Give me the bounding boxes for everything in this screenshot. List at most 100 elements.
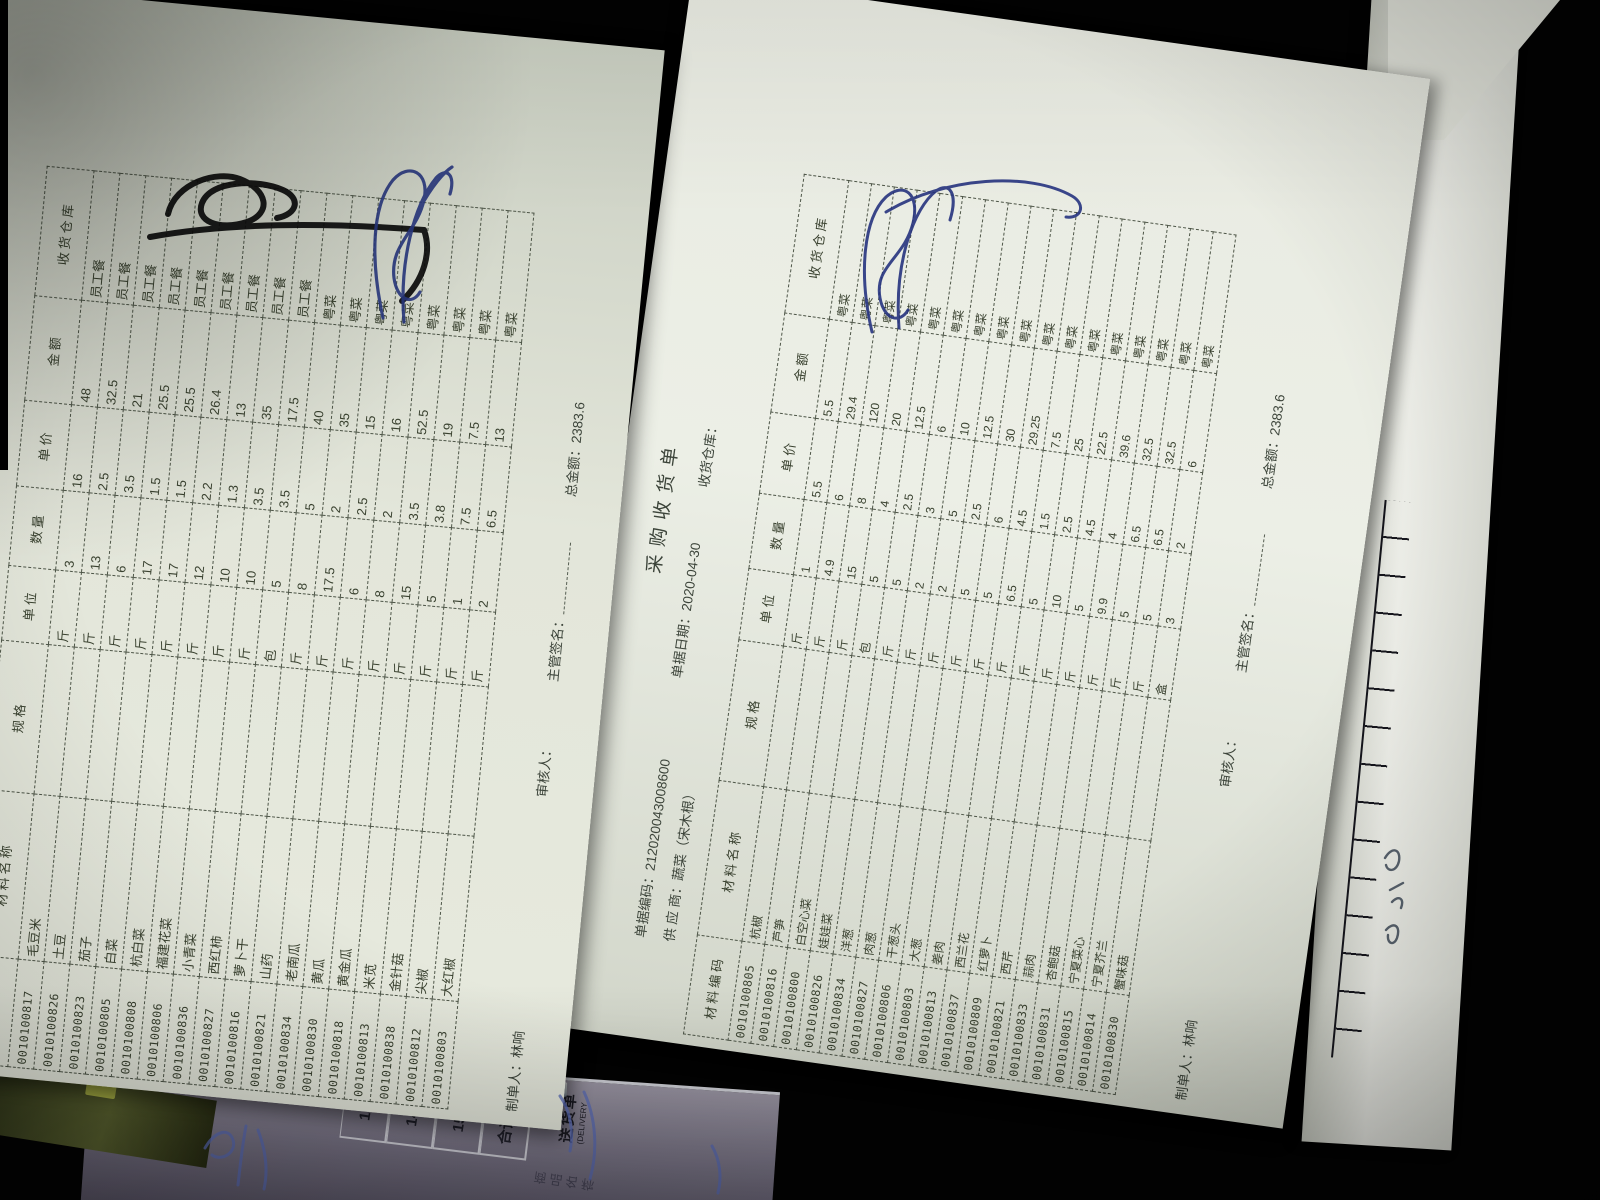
cell-material-name: 茄子	[69, 798, 112, 967]
cell-unit: 斤	[203, 584, 237, 663]
signature-line	[551, 541, 572, 615]
cell-quantity: 17	[159, 500, 193, 583]
cell-amount: 7.5	[459, 337, 496, 445]
cell-unit-price: 6.5	[477, 444, 512, 533]
cell-material-name: 大红椒	[432, 833, 474, 1002]
cell-spec	[396, 679, 437, 832]
cell-unit-price: 3.5	[270, 424, 305, 513]
cell-unit-price: 1.5	[166, 414, 201, 503]
cell-warehouse: 粤菜	[392, 200, 431, 333]
cell-material-code: 0010100816	[214, 979, 252, 1090]
cell-unit-price: 5	[296, 427, 331, 516]
cell-material-code: 0010100838	[370, 994, 407, 1105]
cell-unit: 斤	[74, 572, 108, 650]
col-header-material-code: 材料编码	[0, 954, 19, 1067]
col-header-warehouse: 收货仓库	[34, 166, 95, 301]
cell-material-code: 0010100806	[137, 971, 174, 1082]
maker-field: 制单人：林响	[1173, 1019, 1200, 1102]
cell-unit-price: 2.2	[192, 417, 227, 506]
signature-line	[1242, 533, 1266, 607]
cell-spec	[318, 671, 359, 824]
cell-quantity: 5	[262, 510, 297, 593]
cell-material-name: 黄金瓜	[328, 823, 371, 992]
table-row: 0010100816 萝卜干 包 5 3.5 17.5 员工餐	[214, 190, 327, 1090]
cell-warehouse: 粤菜	[418, 203, 457, 336]
table-row: 0010100826 土豆 斤 13 2.5 32.5 员工餐	[33, 173, 146, 1072]
cell-amount: 26.4	[200, 312, 237, 420]
cell-material-code: 0010100830	[292, 986, 329, 1097]
cell-amount: 25.5	[149, 307, 186, 415]
cell-amount: 35	[330, 325, 367, 433]
cell-material-code: 0010100808	[111, 969, 148, 1080]
cell-amount: 16	[382, 330, 419, 438]
cell-spec	[266, 667, 308, 819]
cell-warehouse: 员工餐	[262, 188, 302, 321]
cell-amount: 32.5	[97, 302, 134, 410]
cell-material-name: 小青菜	[173, 808, 216, 977]
cell-material-name: 尖椒	[406, 831, 449, 1000]
cell-material-code: 0010100805	[85, 966, 122, 1077]
cell-warehouse: 粤菜	[314, 193, 353, 326]
cell-amount: 35	[252, 317, 289, 425]
table-row: 0010100803 大红椒 斤 2 6.5 13 粤菜	[421, 210, 534, 1109]
cell-amount: 13	[485, 340, 522, 448]
cell-unit: 斤	[384, 602, 418, 680]
cell-amount: 19	[433, 335, 470, 443]
cell-warehouse: 粤菜	[443, 205, 483, 338]
cell-quantity: 2	[469, 530, 504, 613]
col-header-amount: 金额	[24, 295, 82, 405]
cell-spec	[448, 684, 489, 837]
col-header-unit-price: 单价	[16, 400, 72, 491]
table-row: 0010100838 金针菇 斤 5 3.8 19 粤菜	[370, 205, 483, 1105]
cell-quantity: 3	[55, 490, 90, 573]
cell-spec	[370, 676, 411, 829]
cell-spec	[215, 662, 256, 814]
receipt-page-1: 材料编码 材料名称 规格 单位 数量 单价 金额 收货仓库 0010100817	[0, 0, 665, 1131]
cell-material-name: 毛豆米	[18, 793, 60, 962]
cell-quantity: 6	[340, 517, 374, 600]
total-amount-field: 总金额：2383.6	[1259, 393, 1288, 490]
cell-amount: 40	[304, 322, 341, 430]
cell-amount: 13	[226, 315, 263, 423]
col-header-material-name: 材料名称	[0, 789, 35, 960]
cell-unit: 斤	[410, 604, 444, 682]
table-row: 0010100817 毛豆米 斤 3 16 48 员工餐	[7, 170, 120, 1070]
cell-material-name: 杭白菜	[121, 803, 164, 972]
table-row: 0010100805 白菜 斤 17 1.5 25.5 员工餐	[85, 178, 198, 1077]
cell-unit: 斤	[358, 599, 393, 677]
cell-warehouse: 粤菜	[340, 195, 379, 328]
cell-unit: 斤	[100, 574, 134, 653]
cell-material-code: 0010100826	[33, 961, 70, 1072]
cell-warehouse: 员工餐	[107, 173, 146, 306]
cell-quantity: 8	[366, 520, 400, 603]
table-row: 0010100834 老南瓜 斤 17.5 2 35 粤菜	[266, 195, 379, 1095]
total-amount-field: 总金额：2383.6	[563, 401, 588, 498]
cell-unit: 斤	[126, 577, 160, 655]
cell-spec	[189, 659, 230, 812]
cell-unit-price: 2	[373, 434, 408, 523]
table-row: 0010100836 小青菜 斤 10 1.3 13 员工餐	[163, 185, 276, 1085]
cell-unit-price: 1.5	[140, 412, 176, 501]
cell-spec	[111, 652, 152, 804]
cell-material-code: 0010100812	[395, 996, 433, 1107]
cell-material-code: 0010100818	[318, 989, 355, 1100]
cell-spec	[292, 669, 334, 822]
cell-unit-price: 2.5	[89, 407, 124, 496]
cell-material-name: 老南瓜	[276, 818, 319, 987]
cell-quantity: 13	[81, 492, 116, 575]
cell-spec	[59, 647, 101, 799]
cell-warehouse: 粤菜	[495, 210, 534, 343]
cell-unit-price: 3.8	[425, 439, 460, 528]
cell-material-code: 0010100817	[7, 959, 45, 1070]
cell-material-code: 0010100834	[266, 984, 303, 1095]
cell-unit-price: 3.5	[115, 409, 150, 498]
cell-amount: 52.5	[407, 332, 444, 440]
maker-field: 制单人：林响	[504, 1030, 528, 1113]
cell-warehouse: 员工餐	[185, 180, 224, 313]
cell-unit: 斤	[436, 607, 470, 685]
table-row: 0010100808 杭白菜 斤 17 1.5 25.5 员工餐	[111, 180, 224, 1080]
table-row: 0010100823 茄子 斤 6 3.5 21 员工餐	[59, 175, 172, 1075]
cell-quantity: 10	[210, 505, 245, 588]
receipt-page-2-wrapper: 采购收货单 单据编码：212020043008600 单据日期：2020-04-…	[544, 0, 1431, 1129]
col-header-quantity: 数量	[8, 485, 64, 570]
